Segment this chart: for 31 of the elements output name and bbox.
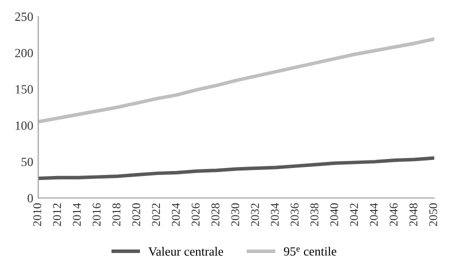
x-tick-label: 2046: [390, 203, 398, 226]
x-tick-label: 2010: [33, 203, 42, 226]
legend-label: Valeur centrale: [148, 246, 224, 256]
x-tick-label: 2014: [72, 203, 81, 226]
legend-label: 95$^{e}$ centile: [284, 246, 336, 256]
x-tick-label: 2044: [370, 203, 378, 226]
x-tick-label: 2030: [231, 203, 240, 226]
x-tick-label: 2022: [152, 204, 160, 226]
x-tick-label: 2012: [53, 204, 62, 226]
x-tick-label: 2040: [330, 203, 338, 226]
y-tick-label: 100: [16, 121, 33, 130]
line-series: [38, 156, 434, 180]
x-tick-label: 2018: [112, 203, 120, 226]
x-tick-label: 2034: [270, 203, 279, 226]
y-tick-label: 150: [16, 85, 33, 94]
x-tick-label: 2026: [192, 203, 200, 226]
x-tick-label: 2028: [211, 203, 220, 226]
x-tick-label: 2032: [251, 204, 260, 226]
y-tick-label: 250: [15, 12, 33, 21]
x-tick-label: 2050: [429, 203, 438, 226]
y-tick-label: 200: [15, 48, 33, 58]
x-tick-label: 2020: [132, 203, 140, 226]
x-tick-label: 2042: [350, 204, 358, 226]
x-tick-label: 2024: [172, 203, 180, 226]
x-tick-label: 2036: [290, 203, 299, 226]
x-tick-label: 2038: [310, 203, 318, 226]
x-tick-label: 2048: [409, 203, 418, 226]
line-series: [38, 37, 434, 124]
y-tick-label: 50: [22, 158, 33, 166]
y-tick-label: 0: [28, 194, 33, 202]
x-tick-label: 2016: [92, 203, 101, 226]
